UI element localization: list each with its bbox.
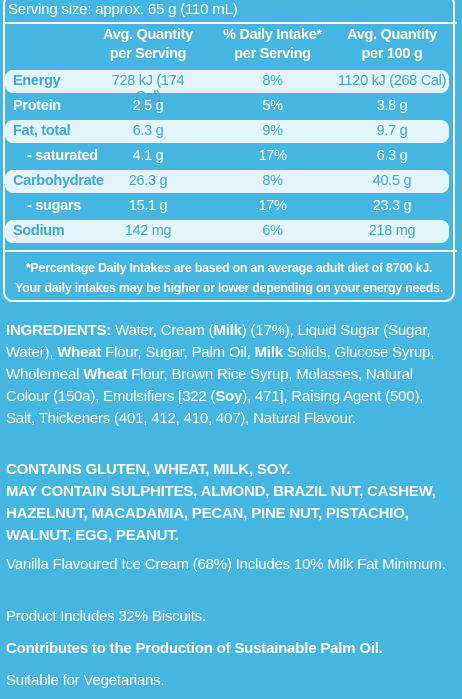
nutrient-name: - saturated (27, 148, 98, 164)
ingredient-text: Soy (215, 388, 243, 405)
ingredient-text: ) (17%), Liquid Sugar (Sugar, Water), (6, 322, 431, 361)
nutrient-value: 3.8 g (376, 98, 408, 114)
nutrient-row: Sodium 142 mg 6% 218 mg (5, 220, 449, 243)
ingredient-text: Wheat (57, 344, 102, 361)
ingredient-text: Solids, Glucose Syrup, Wholemeal (6, 344, 435, 383)
header-line: Avg. Quantity (347, 27, 437, 43)
nutrient-value: 23.3 g (372, 198, 412, 214)
nutrient-name: - sugars (27, 198, 82, 214)
nutrient-row: Energy 728 kJ (174 Cal) 8% 1120 kJ (268 Cal… (5, 70, 449, 105)
serving-size: Serving size: approx. 65 g (110 mL) (8, 1, 238, 18)
column-header: Avg. Quantity per Serving (98, 26, 198, 64)
nutrient-value: 26.3 g (128, 173, 168, 189)
nutrient-row: Fat, total 6.3 g 9% 9.7 g (5, 120, 449, 143)
nutrient-name: Carbohydrate (13, 173, 104, 189)
nutrient-value: 218 mg (368, 223, 416, 239)
nutrient-value: 8% (262, 173, 283, 189)
header-line: per Serving (234, 46, 311, 62)
nutrient-name: Protein (13, 98, 61, 114)
ingredient-text: ), 471], Raising Agent (500), Salt, Thic… (6, 388, 424, 427)
note: Suitable for Vegetarians. (6, 672, 165, 689)
nutrient-value: 17% (258, 198, 287, 214)
ingredient-text: Milk (254, 344, 284, 361)
nutrient-value: 17% (258, 148, 287, 164)
allergen-statement: CONTAINS GLUTEN, WHEAT, MILK, SOY. (6, 461, 291, 478)
nutrient-name: Energy (13, 73, 61, 89)
divider (3, 250, 457, 252)
nutrient-value: 6% (262, 223, 283, 239)
footnote-line: Your daily intakes may be higher or lowe… (15, 281, 443, 295)
nutrient-value: 6.3 g (132, 123, 164, 139)
ingredient-text: INGREDIENTS: (6, 322, 112, 339)
nutrient-value: 1120 kJ (268 Cal) (337, 73, 447, 89)
note: Vanilla Flavoured Ice Cream (68%) Includ… (6, 556, 446, 573)
nutrition-panel (3, 0, 455, 302)
nutrient-value: 728 kJ (174 Cal) (111, 73, 185, 105)
nutrient-value: 4.1 g (132, 148, 164, 164)
ingredient-text: Flour, Brown Rice Syrup, Molasses, Natur… (6, 366, 413, 405)
header-line: % Daily Intake* (223, 27, 322, 43)
header-line: Avg. Quantity (103, 27, 193, 43)
nutrient-value: 5% (262, 98, 283, 114)
ingredient-text: Flour, Sugar, Palm Oil, (101, 344, 255, 361)
nutrient-name: Sodium (13, 223, 65, 239)
nutrient-value: 9.7 g (376, 123, 408, 139)
nutrient-value: 40.5 g (372, 173, 412, 189)
allergens: CONTAINS GLUTEN, WHEAT, MILK, SOY. MAY CO… (6, 459, 456, 547)
header-line: per 100 g (361, 46, 423, 62)
ingredient-text: Milk (213, 322, 242, 339)
note: Contributes to the Production of Sustain… (6, 640, 383, 657)
nutrient-value: 9% (262, 123, 283, 139)
nutrient-row: Protein 2.5 g 5% 3.8 g (5, 95, 449, 118)
allergen-statement: MAY CONTAIN SULPHITES, ALMOND, BRAZIL NU… (6, 483, 436, 544)
nutrient-value: 6.3 g (376, 148, 408, 164)
column-header: % Daily Intake* per Serving (210, 26, 335, 64)
divider (3, 22, 457, 24)
nutrient-row: - saturated 4.1 g 17% 6.3 g (5, 145, 449, 168)
ingredient-text: Water, Cream ( (111, 322, 214, 339)
ingredient-text: Wheat (83, 366, 128, 383)
nutrient-value: 15.1 g (128, 198, 168, 214)
nutrient-row: Carbohydrate 26.3 g 8% 40.5 g (5, 170, 449, 193)
footnote-line: *Percentage Daily Intakes are based on a… (25, 261, 433, 275)
column-header: Avg. Quantity per 100 g (332, 26, 452, 64)
nutrient-value: 2.5 g (132, 98, 164, 114)
nutrient-name: Fat, total (13, 123, 71, 139)
ingredients: INGREDIENTS: Water, Cream (Milk) (17%), … (6, 320, 456, 430)
nutrient-row: - sugars 15.1 g 17% 23.3 g (5, 195, 449, 218)
header-line: per Serving (109, 46, 187, 62)
nutrient-value: 8% (262, 73, 283, 89)
nutrient-value: 142 mg (124, 223, 172, 239)
note: Product Includes 32% Biscuits. (6, 608, 206, 625)
footnote: *Percentage Daily Intakes are based on a… (6, 258, 452, 298)
